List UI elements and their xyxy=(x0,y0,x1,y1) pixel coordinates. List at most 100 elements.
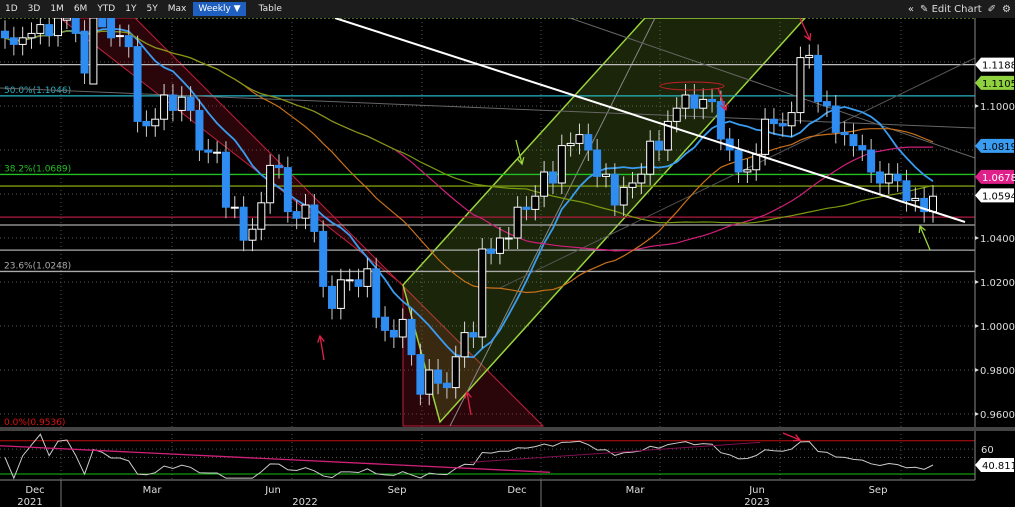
candle-up xyxy=(177,96,186,111)
range-1m-button[interactable]: 1M xyxy=(50,4,64,14)
candle-down xyxy=(239,206,248,241)
y-tick-label: 1.0000 xyxy=(980,322,1015,333)
price-tag xyxy=(975,169,1014,184)
candle-up xyxy=(115,35,124,38)
candle-up xyxy=(566,142,575,147)
candle-up xyxy=(699,98,708,109)
rsi-tick-label: 60 xyxy=(981,445,994,456)
table-button[interactable]: Table xyxy=(258,4,282,14)
range-3d-button[interactable]: 3D xyxy=(27,4,41,14)
edit-chart-button[interactable]: ✎ Edit Chart xyxy=(920,3,982,15)
candle-down xyxy=(319,230,328,287)
price-tag-label: 1.0594 xyxy=(982,191,1015,202)
candle-up xyxy=(213,151,222,154)
x-year-label: 2021 xyxy=(17,497,42,507)
candle-down xyxy=(389,329,398,338)
arrow-head xyxy=(792,434,802,442)
candle-down xyxy=(822,101,831,107)
y-tick-label: 1.0400 xyxy=(980,234,1015,245)
candle-down xyxy=(310,204,319,232)
candle-down xyxy=(920,197,929,213)
candle-down xyxy=(610,173,619,206)
x-tick-label: Sep xyxy=(388,485,407,496)
chart-tools: « ✎ Edit Chart ✐ ⚙ xyxy=(908,0,1011,18)
candle-down xyxy=(716,101,725,140)
fib-label: 38.2%(1.0689) xyxy=(4,164,71,174)
y-tick-mark xyxy=(975,324,979,328)
y-tick-label: 0.9600 xyxy=(980,410,1015,421)
candle-up xyxy=(230,206,239,209)
y-tick-mark xyxy=(975,412,979,416)
annotation-arrow xyxy=(319,335,325,361)
candle-down xyxy=(690,94,699,109)
candle-down xyxy=(769,118,778,125)
annotation-arrow xyxy=(919,225,931,251)
rsi-trend-line xyxy=(0,445,551,473)
candle-up xyxy=(752,153,761,171)
candle-down xyxy=(9,37,18,45)
x-year-label: 2023 xyxy=(744,497,769,507)
candle-up xyxy=(451,356,460,389)
fib-label: 50.0%(1.1046) xyxy=(4,86,71,96)
range-1y-button[interactable]: 1Y xyxy=(125,4,137,14)
frequency-dropdown[interactable]: Weekly ▼ xyxy=(193,2,246,16)
x-tick-label: Sep xyxy=(869,485,888,496)
x-tick-label: Jun xyxy=(748,485,765,496)
candle-up xyxy=(36,24,45,34)
candle-up xyxy=(478,248,487,338)
candle-down xyxy=(1,30,9,39)
price-tag-label: 1.0678 xyxy=(982,173,1015,184)
y-axis xyxy=(975,18,1015,489)
annotation-arrow xyxy=(799,18,811,41)
candle-down xyxy=(124,35,133,48)
candle-down xyxy=(584,134,593,151)
candle-down xyxy=(98,18,107,28)
candle-down xyxy=(221,151,230,208)
range-5y-button[interactable]: 5Y xyxy=(146,4,158,14)
x-tick-label: Jun xyxy=(264,485,281,496)
candle-down xyxy=(328,285,337,309)
candle-down xyxy=(522,206,531,210)
annotation-arrow xyxy=(466,391,472,416)
y-tick-mark xyxy=(975,104,979,108)
candle-up xyxy=(398,318,407,338)
edit-icon[interactable]: ✐ xyxy=(987,3,997,15)
gear-icon[interactable]: ⚙ xyxy=(1002,3,1011,15)
candle-down xyxy=(593,149,602,177)
range-max-button[interactable]: Max xyxy=(167,4,187,14)
arrow-head xyxy=(720,102,728,112)
candle-down xyxy=(372,268,381,318)
y-tick-label: 0.9800 xyxy=(980,366,1015,377)
candle-down xyxy=(195,109,204,151)
annotation-arrow xyxy=(717,87,727,111)
candle-up xyxy=(575,134,584,144)
candle-down xyxy=(469,332,478,338)
candle-down xyxy=(354,279,363,287)
candle-down xyxy=(45,24,54,37)
y-tick-mark xyxy=(975,236,979,240)
candle-up xyxy=(18,37,27,45)
range-6m-button[interactable]: 6M xyxy=(73,4,88,14)
candle-down xyxy=(487,248,496,254)
candle-down xyxy=(142,120,151,127)
candle-down xyxy=(893,173,902,182)
candle-up xyxy=(911,197,920,202)
candle-down xyxy=(858,145,867,151)
down-channel xyxy=(59,18,545,427)
price-tag-label: 1.1188 xyxy=(982,61,1015,72)
range-1d-button[interactable]: 1D xyxy=(5,4,18,14)
double-chevron-left-icon[interactable]: « xyxy=(907,3,915,15)
range-ytd-button[interactable]: YTD xyxy=(97,4,116,14)
price-tag xyxy=(975,188,1014,203)
candle-down xyxy=(734,149,743,173)
candle-down xyxy=(840,131,849,136)
price-tag xyxy=(975,75,1014,90)
price-tag xyxy=(975,138,1014,153)
candle-down xyxy=(548,171,557,184)
y-tick-mark xyxy=(975,280,979,284)
candle-up xyxy=(336,279,345,309)
candles xyxy=(1,18,937,406)
candle-up xyxy=(796,57,805,114)
rsi-trend-line xyxy=(469,441,761,463)
annotation-arrow xyxy=(782,432,801,441)
